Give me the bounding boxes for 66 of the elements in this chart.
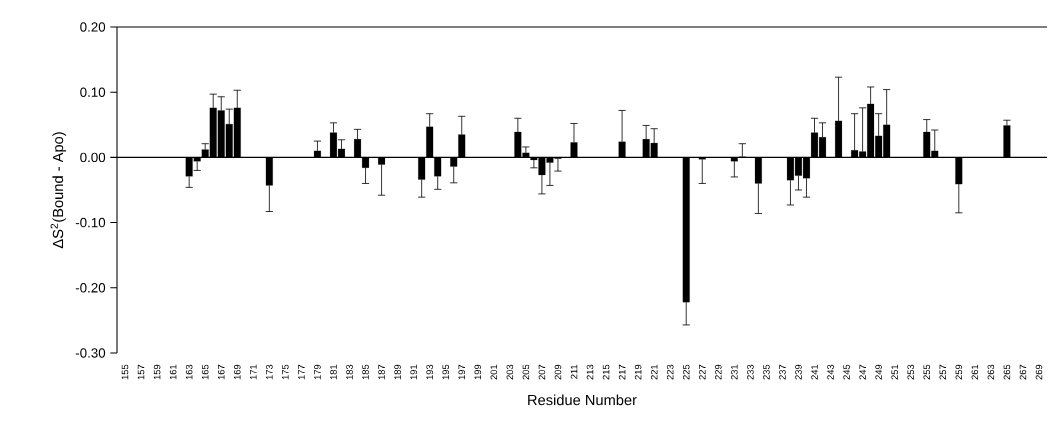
x-tick-label: 195 (442, 364, 450, 380)
x-tick-label: 185 (362, 364, 369, 380)
x-tick-label: 243 (827, 364, 834, 380)
x-tick-label: 269 (1035, 364, 1043, 380)
x-tick-label: 231 (731, 364, 738, 380)
x-tick-label: 205 (522, 364, 530, 380)
x-tick-label: 183 (346, 364, 353, 380)
x-tick-label: 211 (570, 364, 578, 379)
x-tick-label: 189 (394, 364, 401, 380)
x-tick-label: 249 (875, 364, 882, 380)
x-tick-label: 161 (169, 364, 177, 380)
x-tick-label: 199 (474, 364, 482, 380)
x-tick-label: 159 (153, 364, 161, 380)
x-tick-label: 229 (715, 364, 722, 380)
y-tick-label: 0.20 (80, 22, 106, 32)
x-tick-label: 177 (298, 364, 305, 380)
x-axis-title: Residue Number (528, 394, 637, 406)
x-tick-label: 221 (650, 364, 658, 380)
x-tick-label: 215 (602, 364, 610, 380)
x-tick-label: 169 (233, 364, 241, 380)
x-tick-label: 217 (618, 364, 626, 380)
x-tick-label: 175 (282, 364, 289, 380)
y-tick-label: -0.10 (75, 217, 106, 228)
x-tick-label: 255 (923, 364, 931, 380)
x-tick-label: 223 (666, 364, 674, 380)
x-tick-label: 263 (987, 364, 995, 380)
x-tick-label: 155 (121, 364, 129, 380)
x-tick-label: 213 (586, 364, 594, 380)
y-axis-title: ΔS$^{2}$(Bound - Apo) (50, 132, 67, 249)
x-tick-label: 247 (859, 364, 866, 380)
x-tick-label: 251 (891, 364, 898, 380)
x-tick-label: 193 (426, 364, 433, 380)
x-tick-label: 239 (795, 364, 802, 380)
x-tick-label: 167 (217, 364, 225, 380)
x-tick-label: 207 (538, 364, 546, 380)
x-tick-label: 225 (682, 364, 690, 380)
x-tick-label: 259 (955, 364, 963, 380)
x-tick-label: 265 (1003, 364, 1011, 380)
x-tick-label: 191 (410, 364, 417, 380)
y-tick-label: -0.30 (75, 348, 106, 358)
x-tick-label: 181 (330, 364, 337, 380)
x-tick-label: 209 (554, 364, 562, 380)
x-tick-label: 253 (907, 364, 914, 380)
x-tick-label: 219 (634, 364, 642, 380)
x-tick-label: 227 (699, 364, 706, 380)
x-tick-label: 237 (779, 364, 786, 380)
x-tick-label: 197 (458, 364, 466, 380)
x-tick-label: 257 (939, 364, 947, 380)
x-tick-label: 157 (137, 364, 145, 380)
x-tick-label: 171 (250, 364, 257, 380)
x-tick-label: 261 (971, 364, 979, 380)
x-tick-label: 187 (378, 364, 385, 380)
x-tick-label: 203 (506, 364, 514, 380)
y-tick-label: -0.20 (75, 283, 106, 293)
x-tick-label: 179 (314, 364, 321, 380)
y-tick-label: 0.10 (80, 87, 106, 97)
x-tick-label: 201 (490, 364, 498, 380)
x-tick-label: 235 (763, 364, 770, 380)
x-tick-label: 245 (843, 364, 850, 380)
y-tick-label: 0.00 (80, 152, 106, 163)
x-tick-label: 233 (747, 364, 754, 380)
x-tick-label: 165 (201, 364, 209, 380)
x-tick-label: 241 (811, 364, 818, 380)
x-tick-label: 267 (1019, 364, 1027, 380)
x-tick-label: 163 (185, 364, 193, 380)
x-tick-label: 173 (266, 364, 273, 380)
